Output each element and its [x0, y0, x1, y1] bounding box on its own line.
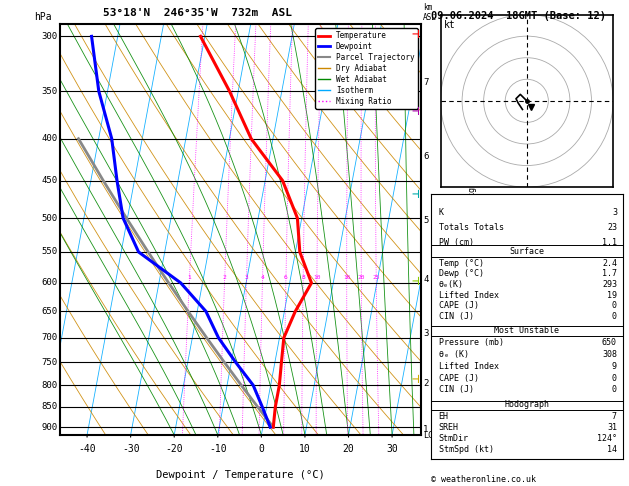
Text: 0: 0: [612, 301, 617, 310]
Text: ⊣: ⊣: [411, 276, 419, 288]
Text: 400: 400: [42, 134, 58, 143]
Text: 1: 1: [423, 425, 428, 434]
Text: ⊣: ⊣: [411, 188, 419, 201]
Text: 10: 10: [313, 275, 321, 280]
Text: K: K: [438, 208, 443, 217]
Text: 0: 0: [612, 385, 617, 395]
Text: 2.4: 2.4: [602, 259, 617, 268]
Text: 14: 14: [607, 445, 617, 453]
Text: ⊣: ⊣: [411, 28, 419, 40]
Text: 700: 700: [42, 333, 58, 342]
Text: 10: 10: [299, 444, 311, 454]
Text: 53°18'N  246°35'W  732m  ASL: 53°18'N 246°35'W 732m ASL: [103, 8, 292, 18]
Text: Hodograph: Hodograph: [504, 400, 549, 410]
Text: 300: 300: [42, 32, 58, 41]
Text: Most Unstable: Most Unstable: [494, 326, 559, 335]
Text: 850: 850: [42, 402, 58, 411]
Text: 20: 20: [357, 275, 365, 280]
Text: 2: 2: [423, 379, 428, 387]
Text: Totals Totals: Totals Totals: [438, 223, 504, 232]
Text: 0: 0: [612, 312, 617, 321]
Text: 1: 1: [187, 275, 191, 280]
Text: kt: kt: [444, 20, 456, 30]
Text: Dewp (°C): Dewp (°C): [438, 269, 484, 278]
Text: 31: 31: [607, 423, 617, 432]
Text: Pressure (mb): Pressure (mb): [438, 338, 504, 347]
Text: θₑ(K): θₑ(K): [438, 280, 464, 289]
Text: PW (cm): PW (cm): [438, 238, 474, 247]
Legend: Temperature, Dewpoint, Parcel Trajectory, Dry Adiabat, Wet Adiabat, Isotherm, Mi: Temperature, Dewpoint, Parcel Trajectory…: [315, 28, 418, 109]
Text: -40: -40: [78, 444, 96, 454]
Text: CAPE (J): CAPE (J): [438, 374, 479, 382]
Text: 650: 650: [42, 307, 58, 316]
Text: 800: 800: [42, 381, 58, 390]
Text: Mixing Ratio (g/kg): Mixing Ratio (g/kg): [467, 182, 477, 277]
Text: 1.7: 1.7: [602, 269, 617, 278]
Text: hPa: hPa: [35, 12, 52, 22]
Text: 124°: 124°: [597, 434, 617, 443]
Text: 20: 20: [343, 444, 354, 454]
Text: 1.1: 1.1: [602, 238, 617, 247]
Text: Dewpoint / Temperature (°C): Dewpoint / Temperature (°C): [156, 470, 325, 480]
Text: 350: 350: [42, 87, 58, 96]
Text: 293: 293: [602, 280, 617, 289]
Text: 9: 9: [612, 362, 617, 371]
Text: SREH: SREH: [438, 423, 459, 432]
Text: 3: 3: [423, 329, 428, 338]
Text: 5: 5: [423, 216, 428, 225]
Text: 23: 23: [607, 223, 617, 232]
Text: 6: 6: [284, 275, 288, 280]
Text: © weatheronline.co.uk: © weatheronline.co.uk: [431, 474, 536, 484]
Text: 550: 550: [42, 247, 58, 257]
Text: 308: 308: [602, 350, 617, 359]
Text: 16: 16: [343, 275, 350, 280]
Text: Temp (°C): Temp (°C): [438, 259, 484, 268]
Text: -10: -10: [209, 444, 226, 454]
Text: 09.06.2024  18GMT (Base: 12): 09.06.2024 18GMT (Base: 12): [431, 11, 606, 21]
Text: 3: 3: [612, 208, 617, 217]
Text: 2: 2: [223, 275, 226, 280]
Text: CAPE (J): CAPE (J): [438, 301, 479, 310]
Text: StmDir: StmDir: [438, 434, 469, 443]
Text: 450: 450: [42, 176, 58, 185]
Text: 900: 900: [42, 423, 58, 432]
Text: 4: 4: [260, 275, 264, 280]
Text: 3: 3: [245, 275, 248, 280]
Text: 500: 500: [42, 213, 58, 223]
Text: ⊣: ⊣: [411, 373, 419, 385]
Text: 600: 600: [42, 278, 58, 287]
Text: 650: 650: [602, 338, 617, 347]
Text: CIN (J): CIN (J): [438, 312, 474, 321]
Text: Lifted Index: Lifted Index: [438, 291, 499, 299]
Text: 0: 0: [612, 374, 617, 382]
Text: 19: 19: [607, 291, 617, 299]
Text: EH: EH: [438, 412, 448, 421]
Text: 6: 6: [423, 152, 428, 160]
Text: 25: 25: [372, 275, 380, 280]
Text: ⊣: ⊣: [411, 105, 419, 118]
Text: Lifted Index: Lifted Index: [438, 362, 499, 371]
Text: 8: 8: [301, 275, 305, 280]
Text: 7: 7: [612, 412, 617, 421]
Text: StmSpd (kt): StmSpd (kt): [438, 445, 494, 453]
Text: 30: 30: [386, 444, 398, 454]
Text: 0: 0: [259, 444, 264, 454]
Text: LCL: LCL: [423, 431, 438, 440]
Text: CIN (J): CIN (J): [438, 385, 474, 395]
Text: 7: 7: [423, 78, 428, 87]
Text: km
ASL: km ASL: [423, 3, 437, 22]
Text: θₑ (K): θₑ (K): [438, 350, 469, 359]
Text: 4: 4: [423, 275, 428, 284]
Text: Surface: Surface: [509, 246, 544, 256]
Text: -30: -30: [122, 444, 140, 454]
Text: 750: 750: [42, 358, 58, 367]
Text: -20: -20: [165, 444, 183, 454]
